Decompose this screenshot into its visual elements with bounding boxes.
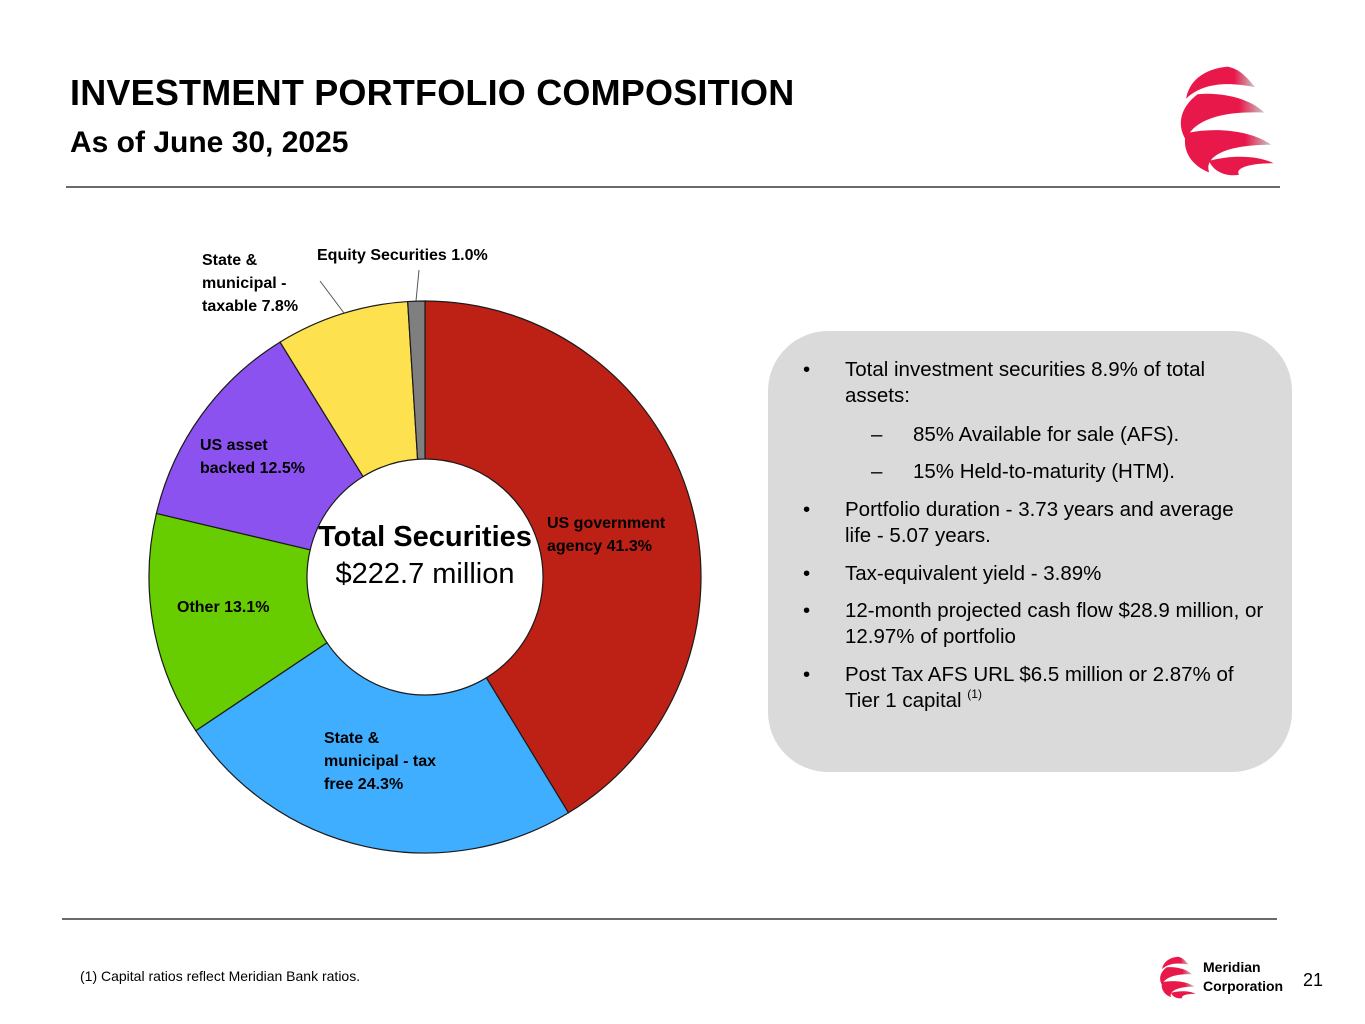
donut-slice-2 [148,512,328,732]
bullet-yield: • Tax-equivalent yield - 3.89% [803,561,1265,587]
footer-divider [62,918,1277,920]
sub-bullet-text: 15% Held-to-maturity (HTM). [913,460,1175,483]
donut-slice-0 [424,300,702,814]
bullet-total-securities: • Total investment securities 8.9% of to… [803,357,1265,409]
bullet-marker: • [803,358,811,381]
bullet-text: Total investment securities 8.9% of tota… [845,358,1206,407]
bullet-text: Post Tax AFS URL $6.5 million or 2.87% o… [845,663,1234,712]
slice-label-tax-free: State & municipal - tax free 24.3% [324,727,436,796]
label-line: US government [547,515,666,532]
bullet-text: Portfolio duration - 3.73 years and aver… [845,498,1234,547]
slice-label-equity: Equity Securities 1.0% [317,244,488,267]
donut-slice-5 [407,300,426,460]
label-line: State & [202,252,258,269]
slice-label-other: Other 13.1% [177,596,269,619]
center-label-title: Total Securities [318,521,532,553]
label-line: agency 41.3% [547,538,652,555]
bullet-afs-url: • Post Tax AFS URL $6.5 million or 2.87%… [803,662,1265,714]
company-name-line: Corporation [1203,978,1284,994]
bullet-marker: • [803,599,811,622]
label-line: municipal - tax [324,753,437,770]
bullet-cash-flow: • 12-month projected cash flow $28.9 mil… [803,598,1265,650]
bullet-marker: • [803,498,811,521]
page-number: 21 [1303,970,1324,990]
bullet-duration: • Portfolio duration - 3.73 years and av… [803,497,1265,549]
sub-bullet-afs: – 85% Available for sale (AFS). [871,422,1273,448]
company-name: Meridian Corporation [1203,958,1283,996]
meridian-logo-icon [1180,66,1274,176]
slice-label-agency: US government agency 41.3% [547,512,665,558]
center-label-value: $222.7 million [335,558,515,590]
meridian-logo-small-icon [1160,956,1196,999]
equity-leader-line [415,269,420,302]
bullet-text: Tax-equivalent yield - 3.89% [845,562,1102,585]
header-divider [66,186,1280,188]
page-title: INVESTMENT PORTFOLIO COMPOSITION [70,72,795,113]
donut-center-label: Total Securities $222.7 million [310,519,540,593]
donut-slice-3 [155,341,364,551]
bullet-marker: • [803,562,811,585]
slice-label-taxable: State & municipal - taxable 7.8% [202,249,298,318]
sub-bullet-marker: – [871,460,883,483]
footnote-reference: (1) [967,687,982,701]
key-metrics-panel [768,331,1292,772]
page-subtitle: As of June 30, 2025 [70,126,349,159]
company-name-line: Meridian [1203,959,1261,975]
sub-bullet-marker: – [871,423,883,446]
donut-slice-1 [194,641,570,854]
label-line: Equity Securities 1.0% [317,247,488,264]
label-line: municipal - [202,275,287,292]
label-line: State & [324,730,380,747]
label-line: free 24.3% [324,776,404,793]
taxable-leader-line [319,280,345,314]
footnote: (1) Capital ratios reflect Meridian Bank… [80,968,361,984]
bullet-marker: • [803,663,811,686]
label-line: backed 12.5% [200,460,305,477]
label-line: US asset [200,437,268,454]
bullet-text: 12-month projected cash flow $28.9 milli… [845,599,1264,648]
slice-label-asset-backed: US asset backed 12.5% [200,434,305,480]
label-line: taxable 7.8% [202,298,299,315]
label-line: Other 13.1% [177,599,270,616]
sub-bullet-text: 85% Available for sale (AFS). [913,423,1180,446]
sub-bullet-htm: – 15% Held-to-maturity (HTM). [871,459,1273,485]
